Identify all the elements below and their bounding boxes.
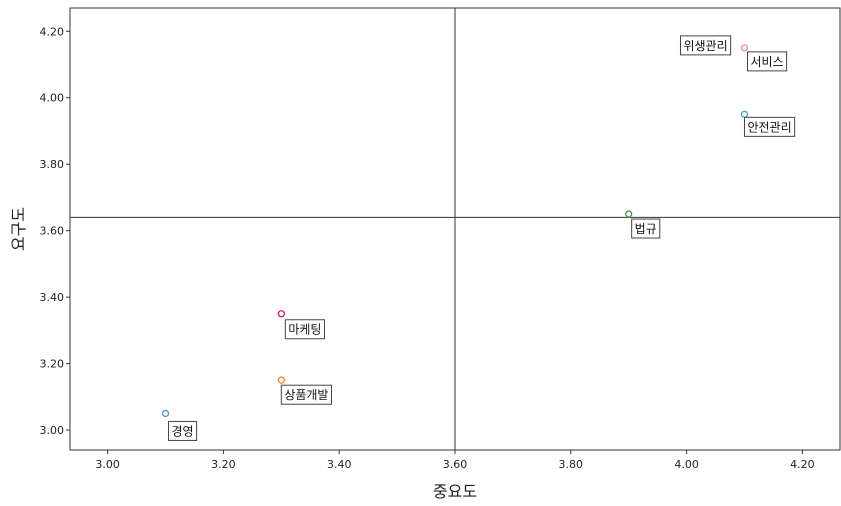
point-label-box (679, 35, 732, 56)
point-label-text: 위생관리 (683, 39, 727, 53)
y-tick-label: 3.80 (40, 158, 65, 171)
y-tick-label: 4.20 (40, 25, 65, 38)
point-label: 법규 (631, 218, 661, 239)
point-label-text: 안전관리 (747, 120, 791, 134)
point-label-box (631, 218, 661, 239)
y-tick-label: 4.00 (40, 92, 65, 105)
point-label-text: 경영 (172, 424, 194, 438)
point-label: 서비스 (746, 51, 788, 72)
y-axis-title: 요구도 (9, 207, 28, 251)
data-points (161, 44, 749, 418)
point-label: 상품개발 (280, 384, 332, 405)
data-point (277, 310, 285, 318)
point-label-box (168, 420, 198, 441)
point-label: 위생관리 (679, 35, 732, 56)
point-label-box (280, 384, 332, 405)
x-tick-label: 3.60 (443, 458, 468, 471)
x-tick-label: 3.40 (327, 458, 352, 471)
x-axis-ticks: 3.00 3.20 3.40 3.60 3.80 4.00 4.20 (95, 450, 815, 471)
data-point (277, 376, 285, 384)
point-label: 경영 (168, 420, 198, 441)
point-label-text: 마케팅 (288, 323, 321, 337)
y-tick-label: 3.60 (40, 225, 65, 238)
point-label-text: 법규 (635, 222, 657, 236)
point-label-box (284, 319, 325, 340)
point-label: 마케팅 (284, 319, 325, 340)
x-tick-label: 3.00 (95, 458, 120, 471)
y-tick-label: 3.40 (40, 291, 65, 304)
point-label-box (743, 116, 796, 137)
point-label-text: 상품개발 (284, 388, 328, 402)
point-label: 안전관리 (743, 116, 796, 137)
x-tick-label: 4.20 (790, 458, 815, 471)
point-label-text: 서비스 (750, 55, 783, 69)
point-label-box (746, 51, 788, 72)
data-point (625, 210, 633, 218)
x-tick-label: 3.80 (559, 458, 584, 471)
y-tick-label: 3.00 (40, 424, 65, 437)
x-tick-label: 3.20 (211, 458, 236, 471)
data-point (740, 44, 749, 52)
x-tick-label: 4.00 (674, 458, 699, 471)
y-axis-ticks: 3.00 3.20 3.40 3.60 3.80 4.00 4.20 (40, 25, 70, 437)
reference-lines (70, 8, 840, 450)
data-point (161, 409, 170, 418)
y-tick-label: 3.20 (40, 358, 65, 371)
x-axis-title: 중요도 (433, 482, 477, 501)
